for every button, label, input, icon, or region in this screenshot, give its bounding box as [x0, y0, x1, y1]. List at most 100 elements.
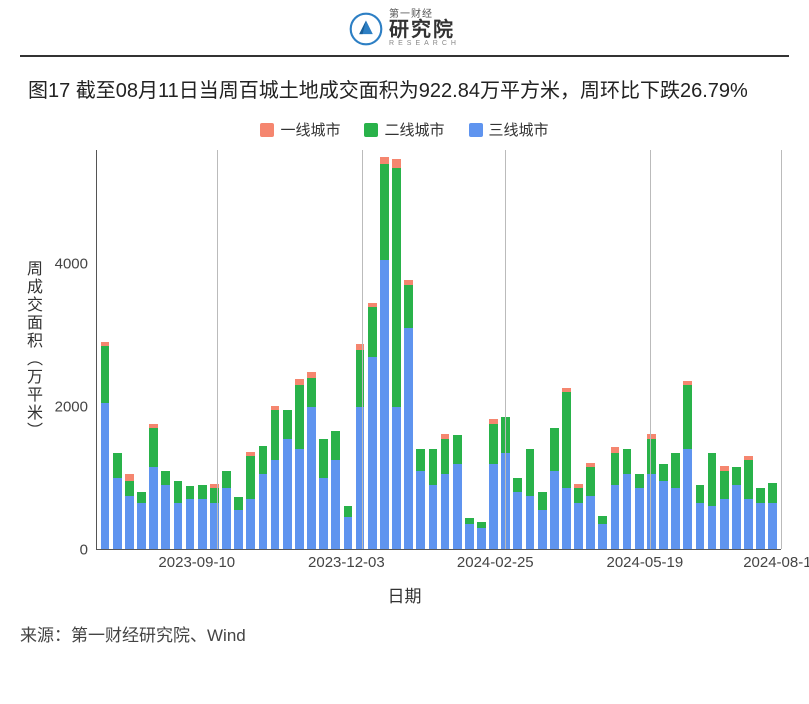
bar-slot: [463, 150, 475, 549]
bar-segment-tier2: [198, 485, 207, 499]
bar-segment-tier3: [198, 499, 207, 549]
bar-slot: [184, 150, 196, 549]
bar: [659, 464, 668, 550]
bar-segment-tier2: [161, 471, 170, 485]
bar-segment-tier3: [307, 407, 316, 549]
bar: [671, 453, 680, 549]
bar-slot: [330, 150, 342, 549]
bar: [696, 485, 705, 549]
bar-slot: [366, 150, 378, 549]
bar-segment-tier3: [331, 460, 340, 549]
bar-segment-tier2: [113, 453, 122, 478]
legend-swatch: [260, 123, 274, 137]
bar: [708, 453, 717, 549]
gridline: [362, 150, 363, 549]
bar-segment-tier2: [416, 449, 425, 470]
bar-segment-tier3: [586, 496, 595, 549]
bar-segment-tier3: [234, 510, 243, 549]
bar-slot: [378, 150, 390, 549]
legend-swatch: [469, 123, 483, 137]
bar-slot: [475, 150, 487, 549]
bar-segment-tier3: [101, 403, 110, 549]
header: 第一财经 研究院 RESEARCH: [20, 0, 789, 57]
legend-label: 二线城市: [384, 119, 444, 140]
bar-segment-tier3: [489, 464, 498, 549]
logo-icon: [349, 12, 383, 46]
bar: [744, 456, 753, 549]
bar: [683, 381, 692, 549]
x-tick: 2023-09-10: [158, 554, 235, 571]
gridline: [505, 150, 506, 549]
bar: [756, 488, 765, 549]
bar: [574, 484, 583, 549]
bar-segment-tier2: [404, 285, 413, 328]
bar-slot: [172, 150, 184, 549]
bar-segment-tier3: [513, 492, 522, 549]
bar-slot: [524, 150, 536, 549]
legend-item: 一线城市: [260, 119, 340, 140]
bar-slot: [342, 150, 354, 549]
bar-slot: [560, 150, 572, 549]
bar-segment-tier3: [174, 503, 183, 549]
bar-slot: [427, 150, 439, 549]
bar-slot: [670, 150, 682, 549]
y-axis-label: 周成交面积（万平米）: [20, 260, 44, 440]
bar: [344, 506, 353, 549]
bar-slot: [488, 150, 500, 549]
bar-segment-tier2: [441, 439, 450, 475]
bar-segment-tier3: [392, 407, 401, 549]
bar-slot: [609, 150, 621, 549]
bar-segment-tier2: [732, 467, 741, 485]
bar-segment-tier3: [137, 503, 146, 549]
bar: [647, 434, 656, 549]
bar-slot: [160, 150, 172, 549]
legend-swatch: [364, 123, 378, 137]
bar: [319, 439, 328, 549]
bar-slot: [269, 150, 281, 549]
bar-segment-tier3: [404, 328, 413, 549]
bar-slot: [390, 150, 402, 549]
bar: [295, 379, 304, 549]
bar-segment-tier2: [429, 449, 438, 485]
plot-area: [96, 150, 781, 550]
bar-segment-tier2: [696, 485, 705, 503]
bar-segment-tier3: [647, 474, 656, 549]
bar-segment-tier2: [611, 453, 620, 485]
bar-slot: [621, 150, 633, 549]
bar: [356, 344, 365, 549]
bar-segment-tier3: [732, 485, 741, 549]
bar: [368, 302, 377, 549]
bar-segment-tier3: [538, 510, 547, 549]
bar-segment-tier3: [416, 471, 425, 549]
bar-segment-tier3: [368, 357, 377, 549]
bar: [186, 486, 195, 549]
bar: [611, 447, 620, 549]
bar: [174, 481, 183, 549]
y-axis: 020004000: [48, 150, 96, 550]
bar-segment-tier2: [635, 474, 644, 488]
bar-segment-tier3: [477, 528, 486, 549]
legend-item: 二线城市: [364, 119, 444, 140]
bar-segment-tier2: [489, 424, 498, 463]
bar-slot: [281, 150, 293, 549]
bar-segment-tier3: [768, 503, 777, 549]
bar-slot: [645, 150, 657, 549]
bar: [222, 471, 231, 549]
bar-segment-tier2: [720, 471, 729, 499]
bar: [392, 159, 401, 549]
bar-slot: [354, 150, 366, 549]
gridline: [650, 150, 651, 549]
logo: 第一财经 研究院 RESEARCH: [349, 10, 460, 47]
bar-segment-tier2: [538, 492, 547, 510]
bar-segment-tier3: [659, 481, 668, 549]
bar: [101, 342, 110, 549]
bar-segment-tier2: [283, 410, 292, 439]
legend-item: 三线城市: [469, 119, 549, 140]
bar: [246, 452, 255, 549]
bar: [307, 372, 316, 549]
bar-segment-tier2: [586, 467, 595, 495]
bar-segment-tier2: [671, 453, 680, 489]
bar-segment-tier1: [392, 159, 401, 168]
bar-slot: [718, 150, 730, 549]
bar-segment-tier2: [125, 481, 134, 495]
